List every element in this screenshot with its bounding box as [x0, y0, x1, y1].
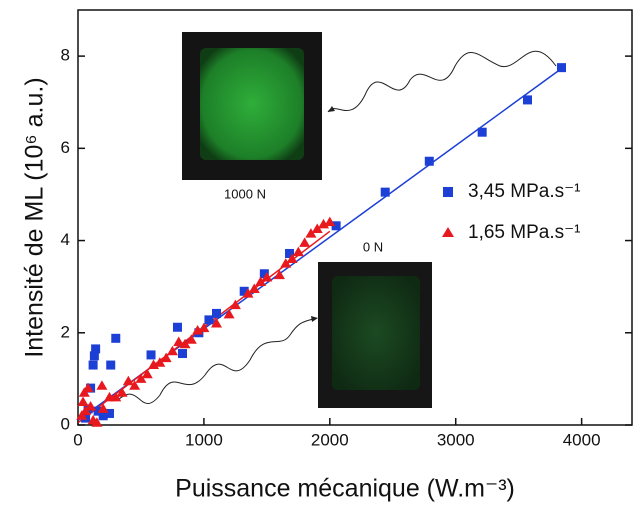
- square-marker: [172, 322, 182, 332]
- legend-marker: [443, 187, 453, 197]
- triangle-marker: [82, 382, 94, 393]
- square-marker: [89, 351, 99, 361]
- arrow-head: [328, 106, 335, 112]
- square-marker: [285, 248, 295, 258]
- square-marker: [146, 350, 156, 360]
- y-tick-label: 0: [61, 414, 70, 433]
- square-marker: [556, 63, 566, 73]
- wavy-arrow: [117, 317, 317, 404]
- square-marker: [204, 315, 214, 325]
- x-tick-label: 3000: [437, 430, 475, 449]
- square-marker: [477, 127, 487, 137]
- triangle-marker: [129, 380, 141, 390]
- triangle-marker: [91, 417, 103, 427]
- triangle-marker: [248, 283, 260, 293]
- legend-label: 1,65 MPa.s⁻¹: [468, 222, 580, 243]
- square-marker: [91, 344, 101, 354]
- triangle-marker: [122, 375, 134, 386]
- square-marker: [424, 156, 434, 166]
- triangle-marker: [305, 228, 317, 238]
- square-marker: [380, 187, 390, 197]
- triangle-marker: [261, 271, 273, 282]
- square-marker: [522, 95, 532, 105]
- x-axis-label: Puissance mécanique (W.m⁻³): [175, 475, 515, 503]
- triangle-marker: [160, 352, 172, 363]
- x-tick-label: 0: [73, 430, 82, 449]
- triangle-marker: [77, 396, 89, 406]
- inset-high: [182, 32, 322, 180]
- triangle-marker: [166, 345, 178, 356]
- y-tick-label: 8: [61, 46, 70, 65]
- triangle-marker: [311, 223, 323, 234]
- triangle-marker: [85, 401, 97, 411]
- triangle-marker: [280, 258, 292, 268]
- y-tick-label: 2: [61, 322, 70, 341]
- triangle-marker: [229, 299, 241, 310]
- square-marker: [259, 269, 269, 279]
- triangle-marker: [242, 288, 254, 298]
- y-tick-label: 4: [61, 230, 70, 249]
- arrow-head: [311, 316, 318, 322]
- x-tick-label: 1000: [185, 430, 223, 449]
- inset-caption: 0 N: [363, 239, 383, 254]
- triangle-marker: [97, 403, 109, 413]
- triangle-marker: [255, 276, 267, 287]
- triangle-marker: [154, 357, 166, 367]
- inset-caption: 1000 N: [224, 186, 266, 201]
- square-marker: [178, 349, 188, 359]
- legend-marker: [442, 227, 454, 237]
- triangle-marker: [179, 338, 191, 349]
- triangle-marker: [116, 387, 128, 397]
- square-marker: [104, 408, 114, 418]
- square-marker: [98, 411, 108, 421]
- triangle-marker: [110, 391, 122, 402]
- triangle-marker: [292, 246, 304, 257]
- wavy-arrow: [327, 50, 557, 113]
- inset-low: [318, 262, 432, 408]
- triangle-marker: [211, 318, 222, 328]
- triangle-marker: [173, 336, 185, 346]
- square-marker: [93, 406, 103, 416]
- triangle-marker: [198, 322, 210, 333]
- triangle-marker: [141, 368, 153, 379]
- legend-label: 3,45 MPa.s⁻¹: [468, 181, 580, 202]
- y-tick-label: 6: [61, 138, 70, 157]
- triangle-marker: [286, 253, 298, 263]
- triangle-marker: [273, 269, 285, 280]
- square-marker: [212, 308, 221, 318]
- square-marker: [106, 360, 116, 370]
- triangle-marker: [299, 237, 311, 247]
- y-axis-label: Intensité de ML (10⁶ a.u.): [21, 77, 49, 357]
- x-tick-label: 2000: [311, 430, 349, 449]
- plot-frame: [77, 9, 633, 426]
- triangle-marker: [185, 334, 197, 344]
- square-marker: [331, 221, 341, 231]
- triangle-marker: [223, 308, 235, 319]
- square-marker: [111, 333, 121, 343]
- triangle-marker: [324, 216, 336, 227]
- x-tick-label: 4000: [563, 430, 601, 449]
- square-marker: [239, 286, 249, 296]
- triangle-marker: [135, 373, 147, 383]
- triangle-marker: [96, 380, 108, 390]
- square-marker: [88, 360, 98, 370]
